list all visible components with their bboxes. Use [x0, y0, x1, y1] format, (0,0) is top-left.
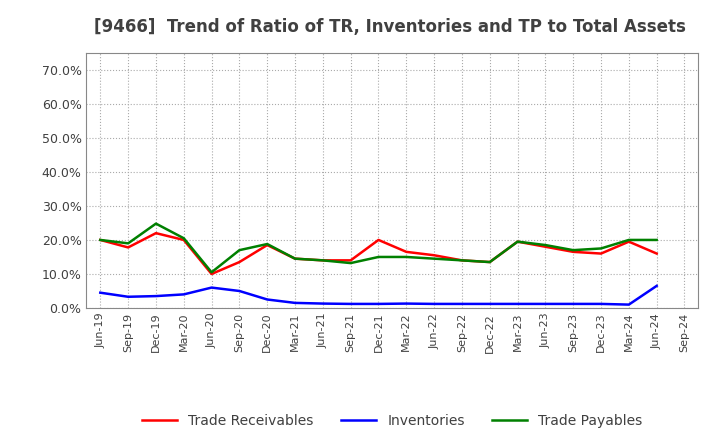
Trade Payables	[207, 270, 216, 275]
Line: Inventories: Inventories	[100, 286, 657, 304]
Inventories	[597, 301, 606, 307]
Inventories	[124, 294, 132, 299]
Trade Receivables	[346, 258, 355, 263]
Trade Payables	[374, 254, 383, 260]
Trade Payables	[569, 248, 577, 253]
Trade Receivables	[124, 245, 132, 250]
Trade Receivables	[485, 260, 494, 265]
Trade Receivables	[624, 239, 633, 244]
Trade Payables	[624, 237, 633, 242]
Inventories	[152, 293, 161, 299]
Inventories	[291, 300, 300, 305]
Inventories	[458, 301, 467, 307]
Trade Payables	[263, 242, 271, 247]
Trade Payables	[485, 260, 494, 265]
Trade Payables	[96, 237, 104, 242]
Trade Payables	[346, 260, 355, 266]
Inventories	[624, 302, 633, 307]
Trade Payables	[597, 246, 606, 251]
Inventories	[374, 301, 383, 307]
Trade Payables	[179, 235, 188, 241]
Trade Receivables	[652, 251, 661, 256]
Trade Receivables	[402, 249, 410, 254]
Trade Receivables	[207, 271, 216, 277]
Trade Payables	[402, 254, 410, 260]
Trade Receivables	[96, 237, 104, 242]
Trade Receivables	[179, 237, 188, 242]
Trade Receivables	[541, 244, 550, 249]
Trade Receivables	[291, 256, 300, 261]
Trade Payables	[235, 248, 243, 253]
Trade Receivables	[235, 260, 243, 265]
Trade Payables	[652, 237, 661, 242]
Trade Receivables	[263, 242, 271, 248]
Inventories	[541, 301, 550, 307]
Inventories	[346, 301, 355, 307]
Inventories	[652, 283, 661, 289]
Legend: Trade Receivables, Inventories, Trade Payables: Trade Receivables, Inventories, Trade Pa…	[137, 409, 648, 434]
Trade Receivables	[569, 249, 577, 254]
Text: [9466]  Trend of Ratio of TR, Inventories and TP to Total Assets: [9466] Trend of Ratio of TR, Inventories…	[94, 18, 685, 36]
Trade Payables	[124, 241, 132, 246]
Inventories	[96, 290, 104, 295]
Trade Receivables	[597, 251, 606, 256]
Trade Receivables	[513, 239, 522, 244]
Inventories	[485, 301, 494, 307]
Trade Payables	[458, 258, 467, 263]
Inventories	[318, 301, 327, 306]
Inventories	[513, 301, 522, 307]
Trade Payables	[152, 221, 161, 226]
Trade Payables	[541, 242, 550, 248]
Trade Payables	[513, 239, 522, 244]
Inventories	[569, 301, 577, 307]
Line: Trade Payables: Trade Payables	[100, 224, 657, 272]
Line: Trade Receivables: Trade Receivables	[100, 233, 657, 274]
Trade Payables	[430, 256, 438, 261]
Trade Payables	[318, 258, 327, 263]
Trade Receivables	[458, 258, 467, 263]
Inventories	[263, 297, 271, 302]
Trade Payables	[291, 256, 300, 261]
Trade Receivables	[374, 237, 383, 242]
Inventories	[430, 301, 438, 307]
Inventories	[402, 301, 410, 306]
Inventories	[235, 288, 243, 293]
Trade Receivables	[430, 253, 438, 258]
Trade Receivables	[318, 258, 327, 263]
Inventories	[179, 292, 188, 297]
Trade Receivables	[152, 231, 161, 236]
Inventories	[207, 285, 216, 290]
